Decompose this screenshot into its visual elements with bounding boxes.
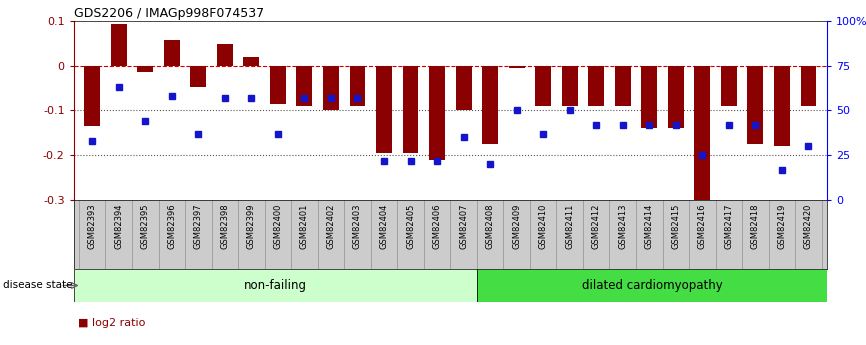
Text: GSM82416: GSM82416: [698, 204, 707, 249]
Bar: [668, 66, 684, 128]
Text: GSM82420: GSM82420: [804, 204, 813, 249]
Text: GSM82399: GSM82399: [247, 204, 255, 249]
Bar: [774, 66, 790, 146]
Text: GSM82393: GSM82393: [87, 204, 97, 249]
Text: ■ log2 ratio: ■ log2 ratio: [78, 318, 145, 327]
Bar: [270, 66, 286, 104]
Bar: [111, 24, 126, 66]
Text: GDS2206 / IMAGp998F074537: GDS2206 / IMAGp998F074537: [74, 7, 264, 20]
Text: dilated cardiomyopathy: dilated cardiomyopathy: [582, 279, 722, 292]
Bar: [535, 66, 551, 106]
Bar: [642, 66, 657, 128]
Bar: [477, 269, 827, 302]
Bar: [615, 66, 630, 106]
Text: GSM82406: GSM82406: [432, 204, 442, 249]
Bar: [429, 66, 445, 160]
Bar: [84, 66, 100, 126]
Bar: [164, 40, 180, 66]
Text: GSM82417: GSM82417: [724, 204, 734, 249]
Text: GSM82394: GSM82394: [114, 204, 123, 249]
Bar: [74, 269, 477, 302]
Bar: [588, 66, 604, 106]
Bar: [800, 66, 817, 106]
Text: GSM82396: GSM82396: [167, 204, 177, 249]
Text: GSM82403: GSM82403: [353, 204, 362, 249]
Text: GSM82401: GSM82401: [300, 204, 309, 249]
Text: GSM82418: GSM82418: [751, 204, 759, 249]
Text: GSM82409: GSM82409: [512, 204, 521, 249]
Text: GSM82408: GSM82408: [486, 204, 494, 249]
Bar: [376, 66, 392, 153]
Text: GSM82415: GSM82415: [671, 204, 681, 249]
Text: GSM82400: GSM82400: [274, 204, 282, 249]
Text: GSM82402: GSM82402: [326, 204, 335, 249]
Bar: [482, 66, 498, 144]
Bar: [695, 66, 710, 200]
Bar: [403, 66, 418, 153]
Text: GSM82419: GSM82419: [778, 204, 786, 249]
Text: GSM82407: GSM82407: [459, 204, 469, 249]
Bar: [456, 66, 472, 110]
Text: GSM82410: GSM82410: [539, 204, 547, 249]
Text: GSM82413: GSM82413: [618, 204, 627, 249]
Text: disease state: disease state: [3, 280, 72, 290]
Bar: [323, 66, 339, 110]
Bar: [243, 57, 259, 66]
Bar: [296, 66, 313, 106]
Bar: [138, 66, 153, 72]
Bar: [216, 45, 233, 66]
Text: GSM82398: GSM82398: [220, 204, 229, 249]
Text: non-failing: non-failing: [243, 279, 307, 292]
Text: GSM82411: GSM82411: [565, 204, 574, 249]
Text: GSM82412: GSM82412: [591, 204, 601, 249]
Bar: [562, 66, 578, 106]
Bar: [191, 66, 206, 87]
Bar: [508, 66, 525, 68]
Text: GSM82414: GSM82414: [645, 204, 654, 249]
Text: GSM82397: GSM82397: [194, 204, 203, 249]
Text: GSM82395: GSM82395: [141, 204, 150, 249]
Text: GSM82405: GSM82405: [406, 204, 415, 249]
Text: GSM82404: GSM82404: [379, 204, 389, 249]
Bar: [747, 66, 763, 144]
Bar: [721, 66, 737, 106]
Bar: [350, 66, 365, 106]
